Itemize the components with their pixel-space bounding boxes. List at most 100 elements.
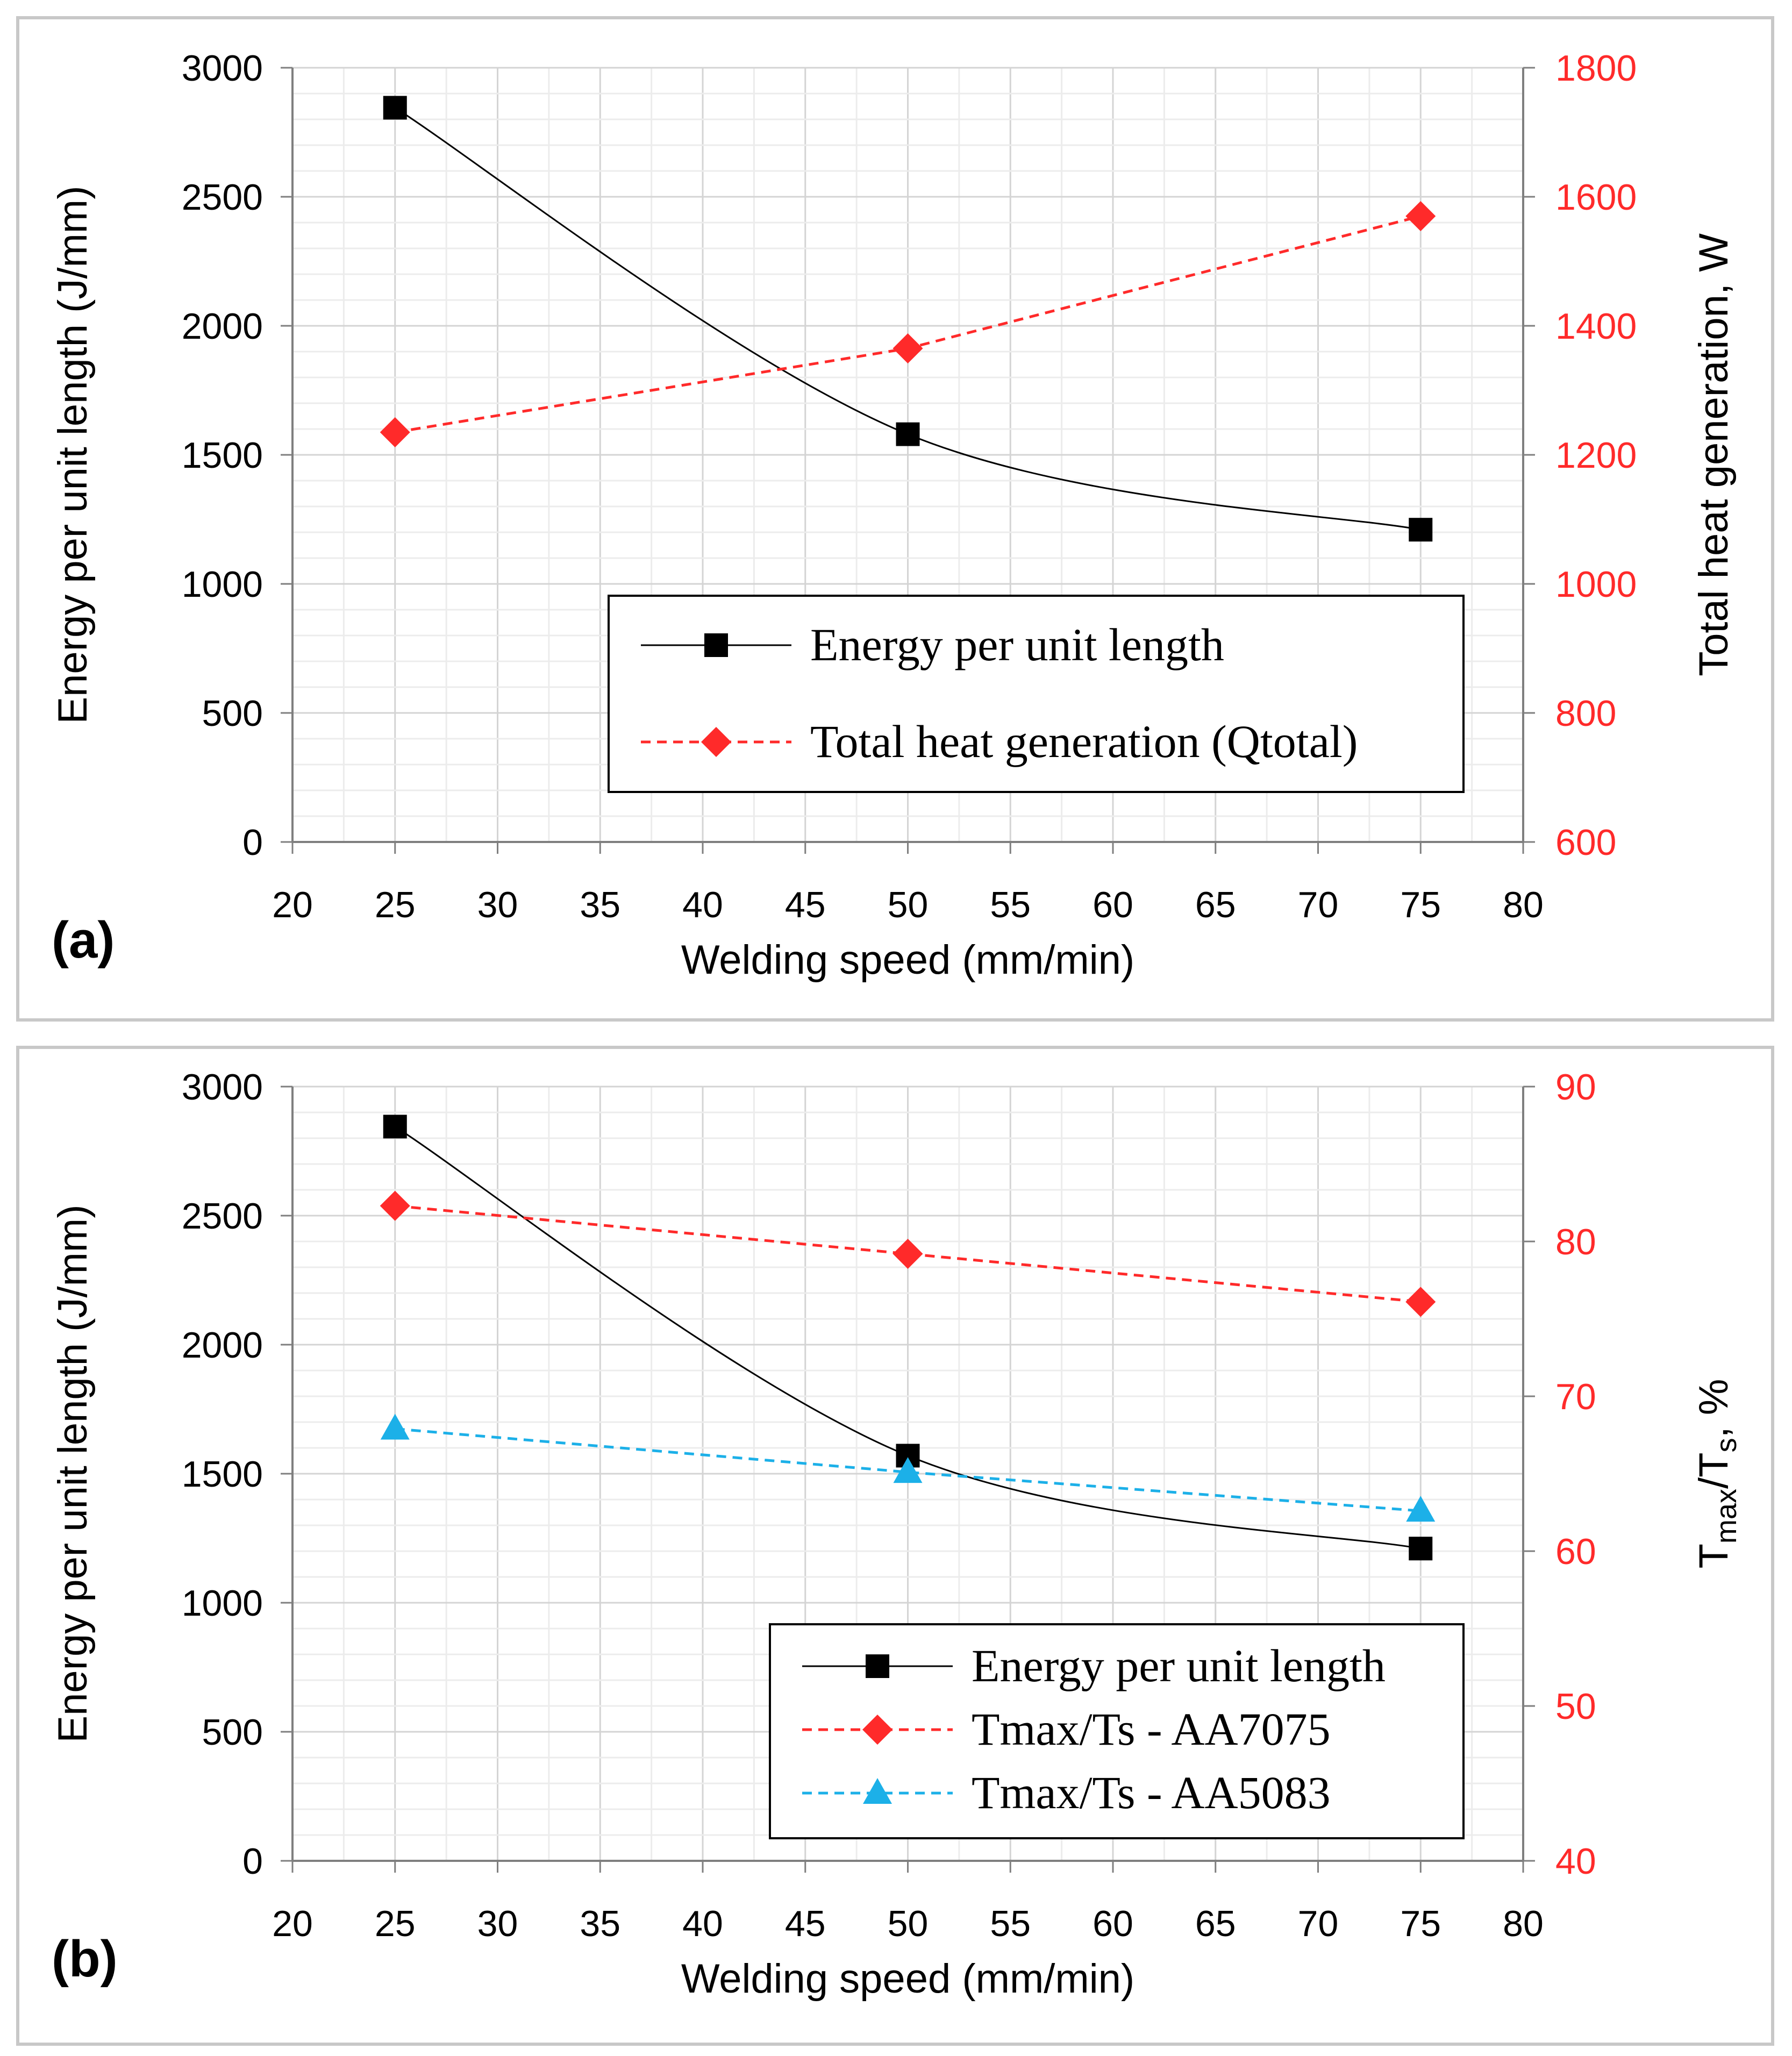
y2-axis-title: Tmax/Ts, % — [1691, 1379, 1743, 1569]
x-tick-label: 50 — [888, 884, 929, 925]
x-tick-label: 45 — [785, 1903, 826, 1944]
x-tick-label: 80 — [1503, 1903, 1544, 1944]
series-1-point-2 — [1405, 1287, 1436, 1317]
x-tick-label: 35 — [580, 884, 620, 925]
y2-tick-label: 1400 — [1555, 306, 1637, 347]
chart-a-svg: 20 25 30 35 40 45 50 55 60 65 70 75 8005001000150020… — [50, 48, 1737, 983]
y-tick-label: 0 — [242, 1841, 263, 1882]
y-axis-title: Energy per unit length (J/mm) — [50, 1204, 96, 1743]
y-tick-label: 2500 — [182, 177, 263, 218]
chart-b-svg: 20 25 30 35 40 45 50 55 60 65 70 75 80 0 500 1000 1500 20… — [50, 1067, 1743, 2002]
legend-label-1: Total heat generation (Qtotal) — [810, 716, 1358, 767]
x-tick-label: 60 — [1093, 884, 1133, 925]
series-1 — [380, 201, 1436, 447]
legend: Energy per unit length Tmax/Ts - AA7075 Tm… — [769, 1623, 1465, 1839]
x-tick-label: 30 — [477, 884, 518, 925]
series-1-point-1 — [893, 333, 923, 363]
y2-tick-label: 800 — [1555, 693, 1616, 734]
x-tick-label: 20 — [272, 884, 313, 925]
series-2-point-0 — [380, 1414, 410, 1440]
y2-axis-title-part: , % — [1691, 1379, 1737, 1438]
y2-tick-label: 90 — [1555, 1067, 1596, 1108]
legend-box — [608, 595, 1465, 793]
x-tick-label: 45 — [785, 884, 826, 925]
x-tick-label: 55 — [990, 1903, 1031, 1944]
x-tick-label: 40 — [682, 884, 723, 925]
x-tick-label: 70 — [1298, 884, 1339, 925]
series-1-point-0 — [380, 1190, 410, 1221]
series-0-point-0 — [383, 96, 407, 120]
y-tick-label: 2500 — [182, 1196, 263, 1237]
x-tick-label: 25 — [375, 1903, 416, 1944]
y2-tick-label: 40 — [1555, 1841, 1596, 1882]
legend-label-2: Tmax/Ts - AA5083 — [972, 1767, 1331, 1818]
y2-tick-label: 60 — [1555, 1531, 1596, 1572]
series-2-point-1 — [893, 1457, 923, 1483]
x-tick-label: 30 — [477, 1903, 518, 1944]
x-tick-label: 80 — [1503, 884, 1544, 925]
y2-tick-label: 1000 — [1555, 564, 1637, 605]
y2-tick-label: 1600 — [1555, 177, 1637, 218]
x-tick-label: 50 — [888, 1903, 929, 1944]
x-tick-label: 65 — [1195, 1903, 1236, 1944]
y-tick-label: 3000 — [182, 48, 263, 89]
y-tick-label: 500 — [202, 1712, 263, 1753]
x-tick-label: 25 — [375, 884, 416, 925]
x-tick-label: 20 — [272, 1903, 313, 1944]
x-tick-label: 60 — [1093, 1903, 1133, 1944]
series-line-2 — [395, 1427, 1421, 1512]
series-0 — [383, 1115, 1433, 1561]
x-tick-label: 40 — [682, 1903, 723, 1944]
chart-panel-a: 20 25 30 35 40 45 50 55 60 65 70 75 80 0 500 1000 1500 20… — [16, 16, 1774, 1022]
y2-tick-label: 1800 — [1555, 48, 1637, 89]
legend: Energy per unit length Total heat generat… — [608, 595, 1465, 793]
y2-axis-title: Total heat generation, W — [1691, 233, 1737, 676]
x-tick-label: 35 — [580, 1903, 620, 1944]
y-tick-label: 1000 — [182, 564, 263, 605]
legend-label-1: Tmax/Ts - AA7075 — [972, 1703, 1331, 1755]
y-tick-label: 2000 — [182, 306, 263, 347]
legend-label-0: Energy per unit length — [810, 619, 1224, 670]
series-1-point-2 — [1405, 201, 1436, 231]
series-1-point-0 — [380, 417, 410, 447]
x-tick-label: 65 — [1195, 884, 1236, 925]
series-line-1 — [395, 1204, 1421, 1303]
series-2-point-2 — [1406, 1496, 1436, 1522]
y-tick-label: 1500 — [182, 435, 263, 476]
series-0-point-2 — [1409, 518, 1433, 542]
legend-marker-2 — [863, 1778, 892, 1804]
series-0-point-0 — [383, 1115, 407, 1139]
y-tick-label: 2000 — [182, 1325, 263, 1366]
x-axis-title: Welding speed (mm/min) — [681, 937, 1134, 983]
y2-tick-label: 70 — [1555, 1376, 1596, 1417]
x-tick-label: 75 — [1400, 884, 1441, 925]
legend-marker-1 — [701, 727, 731, 757]
legend-marker-0 — [866, 1654, 889, 1678]
y2-tick-label: 50 — [1555, 1686, 1596, 1727]
series-0 — [383, 96, 1433, 542]
legend-marker-1 — [862, 1715, 893, 1745]
y-tick-label: 1500 — [182, 1454, 263, 1495]
panel-label: (a) — [52, 911, 115, 969]
series-2 — [380, 1414, 1436, 1522]
y-axis-title: Energy per unit length (J/mm) — [50, 185, 96, 724]
y2-tick-label: 600 — [1555, 822, 1616, 863]
y2-tick-label: 1200 — [1555, 435, 1637, 476]
y-tick-label: 3000 — [182, 1067, 263, 1108]
series-0-point-2 — [1409, 1537, 1433, 1561]
y-tick-label: 0 — [242, 822, 263, 863]
y-tick-label: 1000 — [182, 1583, 263, 1624]
y2-tick-label: 80 — [1555, 1222, 1596, 1262]
series-0-point-1 — [896, 422, 920, 446]
y2-axis-title-part: s — [1710, 1438, 1743, 1452]
y2-axis-title-part: T — [1691, 1544, 1737, 1568]
y-tick-label: 500 — [202, 693, 263, 734]
x-tick-label: 70 — [1298, 1903, 1339, 1944]
legend-marker-0 — [704, 633, 728, 657]
legend-label-0: Energy per unit length — [972, 1640, 1386, 1691]
chart-panel-b: 20 25 30 35 40 45 50 55 60 65 70 75 80 0 500 1000 1500 20… — [16, 1046, 1774, 2046]
x-tick-label: 55 — [990, 884, 1031, 925]
y2-axis-title-part: max — [1710, 1489, 1743, 1544]
series-1 — [380, 1190, 1436, 1317]
x-axis-title: Welding speed (mm/min) — [681, 1956, 1134, 2002]
